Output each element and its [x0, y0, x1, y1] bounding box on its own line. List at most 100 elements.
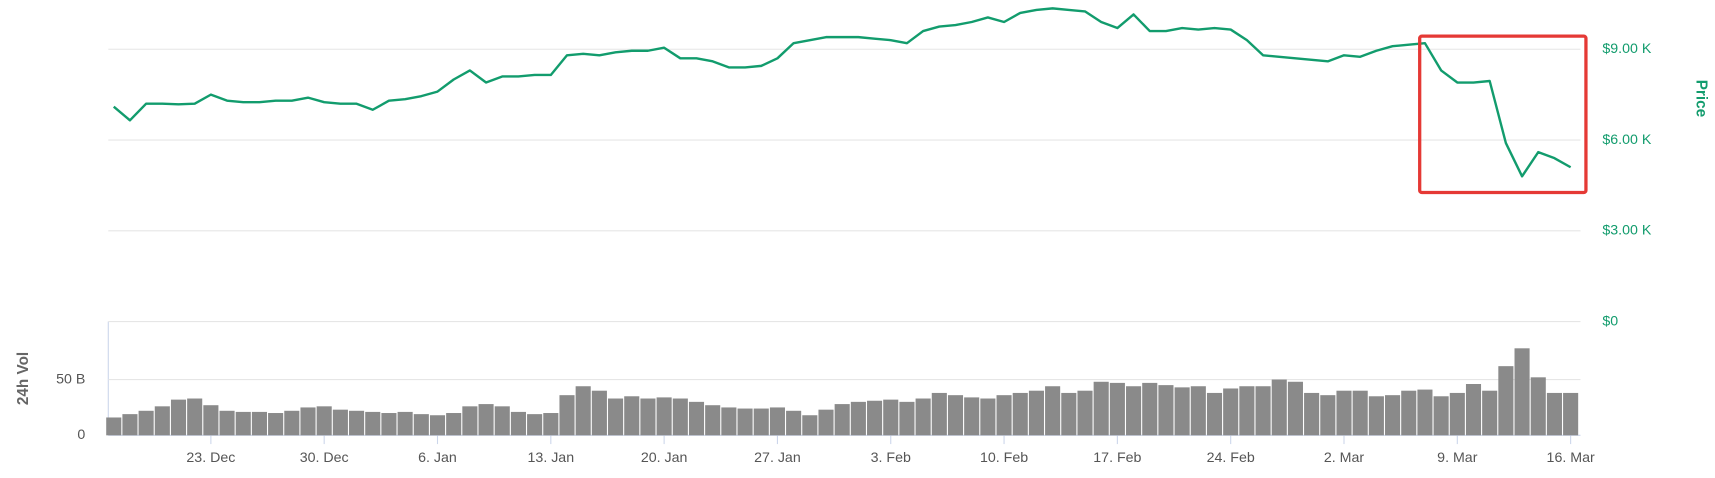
- volume-bar: [818, 409, 834, 436]
- volume-bar: [1077, 390, 1093, 436]
- volume-bar: [1385, 395, 1401, 436]
- volume-bar: [1223, 388, 1239, 436]
- volume-bar: [284, 410, 300, 436]
- volume-bar: [1352, 390, 1368, 436]
- volume-bar: [947, 395, 964, 436]
- volume-bar: [608, 398, 624, 436]
- x-tick-label: 13. Jan: [528, 450, 575, 466]
- volume-bar: [850, 401, 866, 436]
- volume-bar: [834, 404, 850, 436]
- volume-bar: [737, 408, 753, 436]
- volume-bar: [1449, 392, 1465, 436]
- volume-bar: [413, 414, 429, 436]
- x-tick-label: 30. Dec: [300, 450, 349, 466]
- x-tick-label: 24. Feb: [1207, 450, 1255, 466]
- volume-bar: [1239, 386, 1255, 436]
- volume-bar: [1433, 396, 1449, 436]
- volume-bar: [802, 415, 818, 436]
- volume-bar: [1482, 390, 1498, 436]
- volume-bar: [656, 397, 672, 436]
- volume-bar: [769, 407, 785, 436]
- y2-tick-label: 50 B: [56, 371, 85, 387]
- volume-bar: [883, 399, 899, 436]
- volume-bar: [251, 411, 267, 436]
- x-tick-label: 6. Jan: [418, 450, 457, 466]
- volume-bar: [349, 410, 365, 436]
- volume-bar: [106, 417, 122, 436]
- volume-bar: [1271, 379, 1287, 436]
- volume-bar: [170, 399, 187, 436]
- volume-bar: [397, 411, 413, 436]
- volume-bar: [867, 400, 883, 436]
- volume-bar: [268, 413, 284, 436]
- volume-bar: [1287, 381, 1303, 436]
- volume-bar: [154, 406, 170, 436]
- x-tick-label: 20. Jan: [641, 450, 688, 466]
- volume-bar: [446, 413, 462, 436]
- volume-bar: [1255, 386, 1271, 436]
- volume-bar: [1514, 348, 1530, 436]
- volume-bar: [640, 398, 656, 436]
- y-tick-label: $3.00 K: [1602, 223, 1651, 239]
- y-tick-label: $6.00 K: [1602, 132, 1651, 148]
- x-tick-label: 16. Mar: [1547, 450, 1595, 466]
- volume-bar: [478, 404, 494, 436]
- volume-bar: [1158, 385, 1174, 436]
- volume-bar: [1174, 387, 1190, 436]
- volume-bar: [672, 398, 688, 436]
- x-tick-label: 3. Feb: [871, 450, 911, 466]
- x-tick-label: 23. Dec: [186, 450, 235, 466]
- volume-bar: [1530, 377, 1546, 436]
- volume-bar: [300, 407, 316, 436]
- volume-bar: [138, 410, 154, 436]
- volume-bar: [559, 395, 575, 436]
- volume-bar: [1336, 390, 1352, 436]
- x-tick-label: 10. Feb: [980, 450, 1028, 466]
- price-line: [112, 7, 1572, 178]
- volume-bar: [1093, 381, 1109, 436]
- highlight-box: [1418, 34, 1588, 195]
- volume-bar: [381, 413, 397, 436]
- volume-bar: [494, 406, 510, 436]
- volume-bar: [1061, 392, 1077, 436]
- volume-bar: [235, 411, 251, 436]
- y-tick-label: $0: [1602, 313, 1618, 329]
- volume-bar: [753, 408, 769, 436]
- y2-tick-label: 0: [77, 427, 85, 443]
- y2-axis-title: 24h Vol: [15, 352, 32, 405]
- volume-bar: [1109, 382, 1125, 436]
- volume-bar: [915, 398, 931, 436]
- volume-bar: [1465, 384, 1482, 436]
- volume-bar: [429, 415, 446, 436]
- x-tick-label: 2. Mar: [1324, 450, 1365, 466]
- volume-bar: [1320, 395, 1336, 436]
- y-tick-label: $9.00 K: [1602, 41, 1651, 57]
- volume-bar: [899, 401, 915, 436]
- volume-bar: [1368, 396, 1384, 436]
- volume-bar: [721, 407, 737, 436]
- volume-bar: [688, 401, 705, 436]
- volume-bar: [1126, 386, 1142, 436]
- volume-bar: [527, 414, 543, 436]
- volume-bar: [510, 411, 526, 436]
- volume-bar: [1417, 389, 1433, 436]
- volume-bar: [1045, 386, 1061, 436]
- volume-bar: [980, 398, 996, 436]
- volume-bar: [1401, 390, 1417, 436]
- volume-bar: [591, 390, 607, 436]
- volume-bar: [365, 411, 381, 436]
- volume-bar: [1563, 392, 1579, 436]
- volume-bar: [964, 397, 980, 436]
- volume-bar: [705, 405, 721, 436]
- volume-bar: [575, 386, 591, 436]
- x-tick-label: 17. Feb: [1093, 450, 1141, 466]
- volume-bar: [624, 396, 640, 436]
- volume-bar: [543, 413, 559, 436]
- y-axis-title: Price: [1693, 80, 1710, 117]
- volume-bar: [1142, 382, 1158, 436]
- volume-bar: [996, 395, 1012, 436]
- volume-bar: [1206, 392, 1223, 436]
- volume-bar: [931, 392, 947, 436]
- volume-bar: [1546, 392, 1562, 436]
